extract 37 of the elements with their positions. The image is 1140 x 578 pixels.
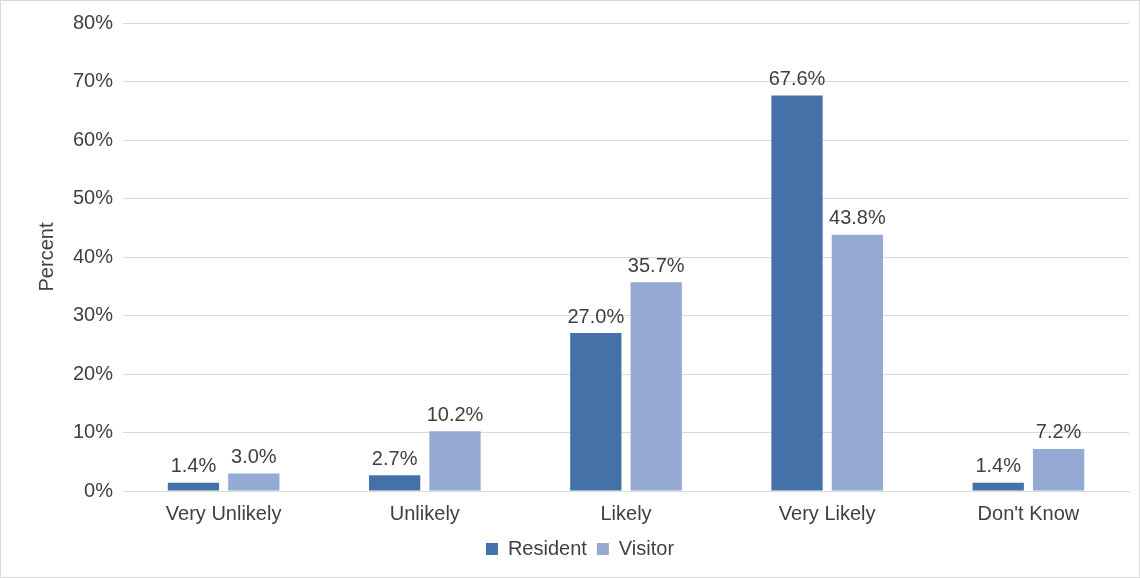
x-tick-label: Don't Know bbox=[977, 501, 1080, 524]
data-label: 7.2% bbox=[1035, 420, 1082, 443]
x-tick-label: Very Likely bbox=[778, 501, 876, 524]
bar bbox=[429, 431, 481, 491]
x-tick-label: Unlikely bbox=[389, 501, 460, 524]
bar bbox=[630, 282, 682, 491]
bar bbox=[831, 234, 884, 491]
data-label: 67.6% bbox=[768, 67, 826, 90]
legend-label: Resident bbox=[507, 536, 588, 559]
y-tick-label: 70% bbox=[73, 69, 114, 92]
data-label: 10.2% bbox=[426, 402, 484, 425]
y-tick-label: 40% bbox=[73, 244, 114, 267]
legend-label: Visitor bbox=[618, 536, 675, 559]
data-label: 27.0% bbox=[567, 304, 625, 327]
data-label: 1.4% bbox=[975, 454, 1022, 477]
y-tick-label: 80% bbox=[73, 10, 114, 33]
bar bbox=[167, 482, 220, 491]
y-axis-title: Percent bbox=[34, 222, 57, 292]
y-tick-label: 30% bbox=[73, 303, 114, 326]
bar bbox=[972, 482, 1024, 491]
bar bbox=[1032, 448, 1085, 491]
data-label: 2.7% bbox=[371, 446, 418, 469]
y-tick-label: 10% bbox=[73, 420, 114, 443]
data-label: 35.7% bbox=[627, 253, 685, 276]
data-label: 3.0% bbox=[231, 444, 277, 467]
bar bbox=[368, 475, 421, 491]
bar bbox=[570, 333, 622, 491]
bar bbox=[228, 473, 280, 491]
data-label: 1.4% bbox=[170, 454, 217, 477]
data-label: 43.8% bbox=[829, 206, 886, 229]
y-tick-label: 20% bbox=[73, 361, 114, 384]
bar bbox=[771, 95, 823, 491]
y-tick-label: 60% bbox=[73, 127, 114, 150]
x-tick-label: Very Unlikely bbox=[165, 501, 282, 524]
x-tick-label: Likely bbox=[600, 501, 652, 524]
y-tick-label: 50% bbox=[73, 186, 114, 209]
y-tick-label: 0% bbox=[84, 478, 114, 501]
